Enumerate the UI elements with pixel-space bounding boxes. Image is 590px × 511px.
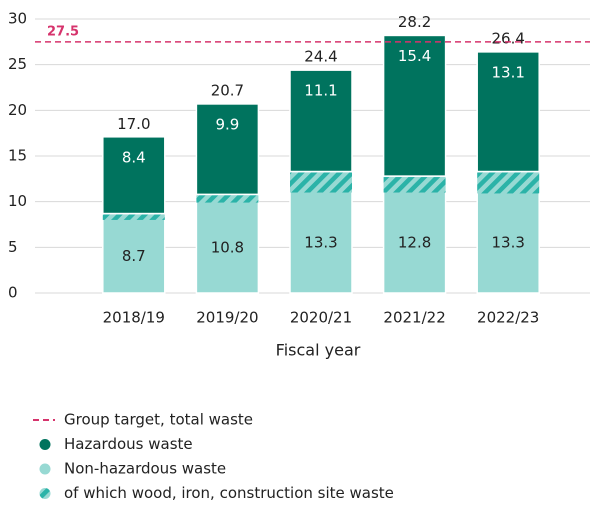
subset-segment	[102, 214, 165, 220]
total-label: 17.0	[117, 115, 150, 133]
x-tick-label: 2019/20	[196, 309, 258, 327]
value-label: 13.1	[491, 63, 524, 81]
subset-segment	[196, 195, 259, 203]
subset-segment	[383, 177, 446, 193]
value-label: 13.3	[491, 234, 524, 252]
x-tick-label: 2018/19	[103, 309, 165, 327]
y-tick-label: 25	[8, 55, 27, 73]
y-tick-label: 0	[8, 284, 18, 302]
x-tick-label: 2020/21	[290, 309, 352, 327]
target-label: 27.5	[47, 24, 79, 39]
bar-segment	[195, 193, 260, 294]
y-tick-label: 10	[8, 192, 27, 210]
bar-segment	[476, 51, 540, 173]
value-label: 9.9	[215, 115, 239, 133]
bar-segment	[102, 212, 166, 294]
legend-marker	[39, 439, 51, 450]
value-label: 10.8	[211, 238, 244, 256]
y-tick-label: 15	[8, 147, 27, 165]
subset-segment	[290, 172, 352, 193]
legend-label: Hazardous waste	[64, 435, 193, 453]
bar-segment	[289, 69, 353, 173]
y-tick-label: 5	[8, 238, 18, 256]
value-label: 13.3	[304, 233, 337, 251]
total-label: 20.7	[211, 81, 244, 99]
legend-marker	[39, 463, 51, 475]
legend-marker	[39, 488, 51, 499]
legend-label: Group target, total waste	[64, 411, 253, 429]
total-label: 24.4	[304, 48, 337, 66]
subset-segment	[477, 172, 540, 194]
x-tick-label: 2021/22	[383, 309, 445, 327]
legend-label: of which wood, iron, construction site w…	[64, 484, 394, 502]
bar-segment	[382, 34, 447, 177]
value-label: 12.8	[398, 233, 431, 251]
x-tick-label: 2022/23	[477, 309, 539, 327]
total-label: 28.2	[398, 13, 431, 31]
bar-segment	[195, 103, 260, 196]
y-tick-label: 20	[8, 101, 27, 119]
x-axis-label: Fiscal year	[276, 341, 361, 360]
bar-segment	[102, 136, 166, 215]
value-label: 15.4	[398, 47, 431, 65]
value-label: 11.1	[304, 82, 337, 100]
bar-segment	[382, 175, 447, 294]
legend-label: Non-hazardous waste	[64, 460, 226, 478]
value-label: 8.4	[122, 148, 146, 166]
total-label: 26.4	[491, 29, 524, 47]
y-tick-label: 30	[8, 10, 27, 28]
value-label: 8.7	[122, 247, 146, 265]
